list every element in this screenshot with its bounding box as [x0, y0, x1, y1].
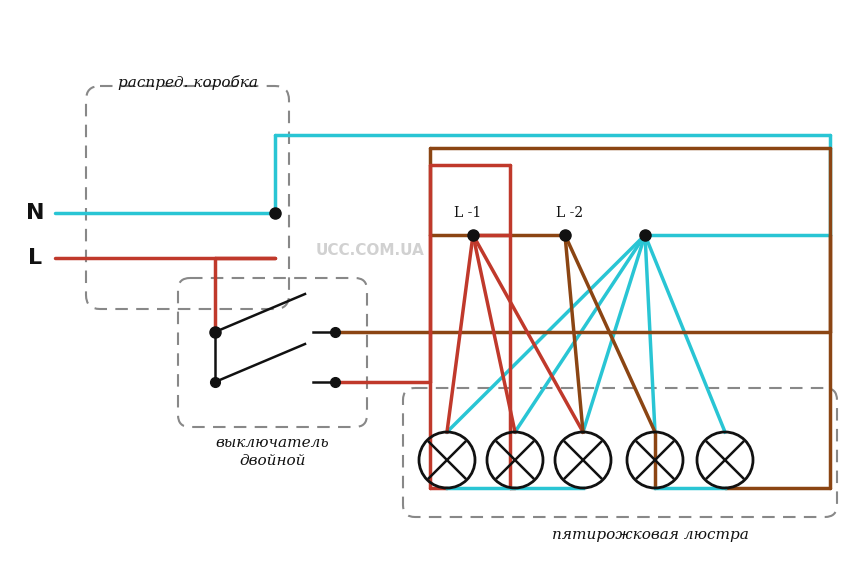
Text: L: L — [28, 248, 42, 268]
Text: выключатель: выключатель — [215, 436, 329, 450]
Text: UCC.COM.UA: UCC.COM.UA — [316, 242, 425, 258]
Text: пятирожковая люстра: пятирожковая люстра — [551, 528, 748, 542]
Text: L -2: L -2 — [557, 206, 584, 220]
Text: распред. коробка: распред. коробка — [117, 75, 258, 89]
Text: двойной: двойной — [239, 454, 306, 468]
Text: L -1: L -1 — [454, 206, 482, 220]
Text: N: N — [26, 203, 44, 223]
